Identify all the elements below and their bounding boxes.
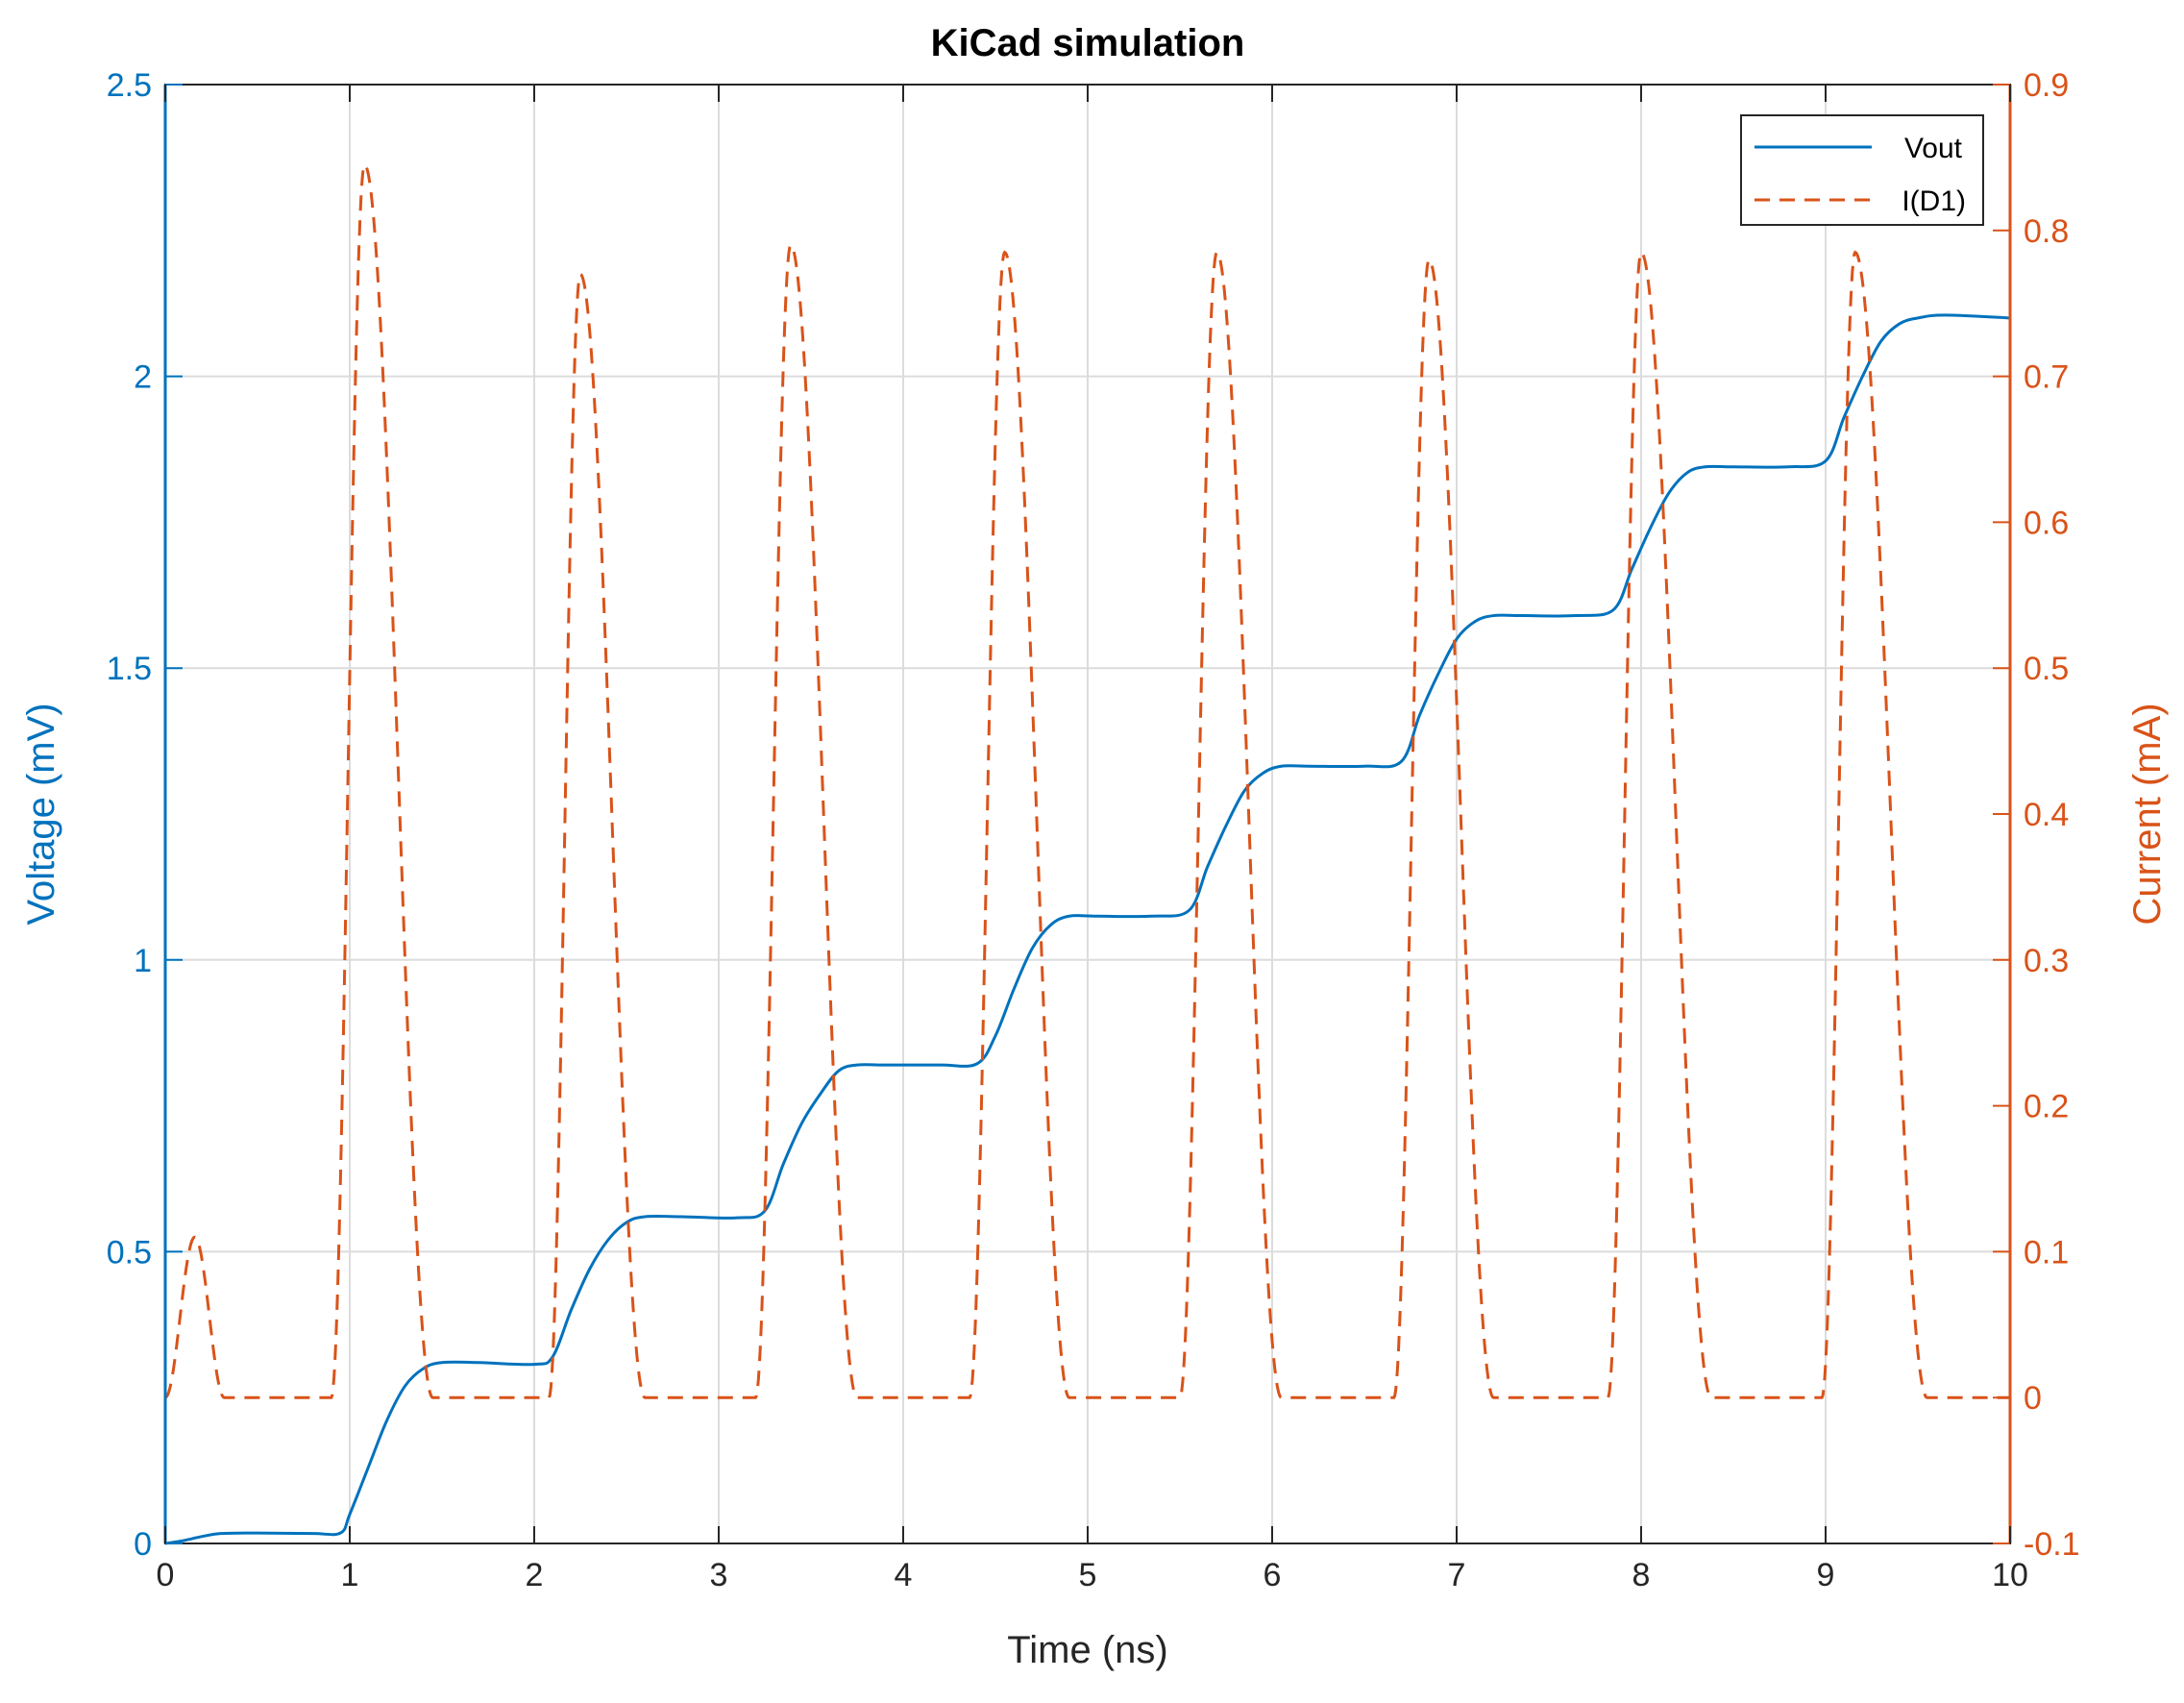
x-tick-label: 0 — [157, 1557, 175, 1593]
left-y-axis-title: Voltage (mV) — [20, 703, 62, 925]
x-tick-label: 1 — [341, 1557, 359, 1593]
legend: Vout I(D1) — [1740, 114, 1984, 226]
x-tick-label: 3 — [710, 1557, 728, 1593]
left-y-tick-label: 2 — [134, 359, 152, 396]
right-y-axis-title: Current (mA) — [2126, 703, 2169, 925]
right-y-tick-label: 0.6 — [2024, 505, 2069, 541]
legend-label-id1: I(D1) — [1902, 185, 1966, 217]
right-y-tick-label: 0.4 — [2024, 797, 2069, 833]
left-y-tick-label: 1 — [134, 943, 152, 979]
x-tick-label: 10 — [1992, 1557, 2028, 1593]
x-tick-label: 6 — [1264, 1557, 1282, 1593]
left-y-axis: 0 0.5 1 1.5 2 2.5 — [107, 67, 183, 1563]
x-tick-label: 4 — [895, 1557, 913, 1593]
right-y-tick-label: 0.1 — [2024, 1234, 2069, 1271]
x-axis-title: Time (ns) — [1007, 1629, 1167, 1671]
legend-label-vout: Vout — [1904, 133, 1963, 164]
right-y-tick-label: 0.3 — [2024, 943, 2069, 979]
x-tick-label: 7 — [1448, 1557, 1466, 1593]
right-y-tick-label: 0.2 — [2024, 1089, 2069, 1125]
left-y-tick-label: 1.5 — [107, 651, 152, 687]
right-y-axis: -0.1 0 0.1 0.2 0.3 0.4 0.5 0.6 0.7 0.8 0.9 — [1993, 67, 2080, 1563]
left-y-tick-label: 2.5 — [107, 67, 152, 104]
grid-lines — [165, 85, 2010, 1543]
left-y-tick-label: 0.5 — [107, 1234, 152, 1271]
right-y-tick-label: 0.9 — [2024, 67, 2069, 104]
x-tick-label: 8 — [1632, 1557, 1651, 1593]
right-y-tick-label: 0.8 — [2024, 213, 2069, 250]
vout-series-line — [164, 313, 2011, 1545]
left-y-tick-label: 0 — [134, 1526, 152, 1563]
right-y-tick-label: 0 — [2024, 1380, 2042, 1417]
right-y-tick-label: 0.5 — [2024, 651, 2069, 687]
series-layer — [164, 162, 2011, 1545]
right-y-tick-label: 0.7 — [2024, 359, 2069, 396]
x-tick-label: 9 — [1817, 1557, 1835, 1593]
legend-box — [1740, 114, 1984, 226]
x-tick-label: 2 — [526, 1557, 544, 1593]
x-axis: 0 1 2 3 4 5 6 7 8 9 10 — [157, 85, 2028, 1593]
x-tick-label: 5 — [1079, 1557, 1097, 1593]
id1-series-line — [164, 162, 2010, 1399]
chart-title: KiCad simulation — [931, 22, 1245, 64]
right-y-tick-label: -0.1 — [2024, 1526, 2080, 1563]
